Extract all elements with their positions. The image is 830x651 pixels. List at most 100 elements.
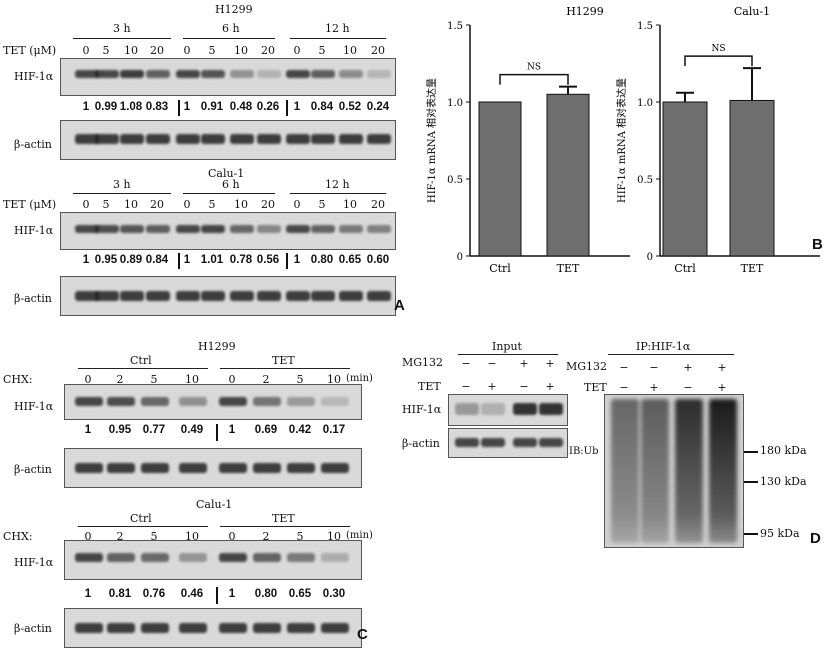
tet-label: TET	[584, 381, 607, 394]
ub-smear-lane	[675, 399, 703, 543]
time-label: 10	[185, 373, 199, 386]
y-tick-label: 0.5	[637, 175, 653, 186]
panel-c-letter: C	[357, 626, 368, 643]
y-tick-label: 1.5	[637, 21, 653, 32]
band	[339, 134, 363, 144]
band	[455, 403, 479, 415]
group-label: 12 h	[325, 178, 350, 191]
unit-label: (min)	[346, 530, 373, 541]
band	[179, 463, 207, 473]
sign: +	[717, 381, 727, 394]
bar	[662, 101, 708, 257]
panel-a-h1299-title: H1299	[215, 3, 253, 16]
time-label: 2	[262, 530, 270, 543]
actin-blot	[64, 448, 362, 488]
y-tick-label: 1.0	[447, 98, 463, 109]
quant-value: 0.80	[254, 588, 278, 600]
quant-value: 0.91	[200, 101, 224, 113]
ub-smear-lane	[709, 399, 737, 543]
sign: +	[519, 357, 529, 370]
quant-value: 0.76	[142, 588, 166, 600]
band	[107, 397, 135, 406]
quant-value: 1.08	[119, 101, 143, 113]
panel-c-h1299-title: H1299	[198, 340, 236, 353]
band	[120, 225, 144, 233]
band	[230, 70, 254, 78]
sign: +	[717, 361, 727, 374]
x-tick-label: TET	[741, 262, 764, 275]
quant-value: 0.49	[180, 424, 204, 436]
band	[253, 397, 281, 406]
hif-blot	[64, 384, 362, 420]
actin-label: β-actin	[14, 292, 52, 305]
band	[481, 403, 505, 415]
dose-label: 5	[208, 198, 216, 211]
band	[201, 134, 225, 144]
sign: −	[619, 381, 629, 394]
band	[339, 291, 363, 301]
chx-label: CHX:	[3, 373, 33, 386]
quant-value: 0.48	[229, 101, 253, 113]
band	[287, 463, 315, 473]
quant-value: 0.30	[322, 588, 346, 600]
quant-value: 0.65	[288, 588, 312, 600]
dose-label: 0	[82, 198, 90, 211]
panel-a-letter: A	[394, 297, 405, 314]
x-tick-label: Ctrl	[674, 262, 696, 275]
quant-value: 1	[228, 588, 236, 600]
time-label: 0	[84, 373, 92, 386]
band	[513, 403, 537, 415]
band	[311, 291, 335, 301]
dose-label: 20	[150, 198, 164, 211]
chx-label: CHX:	[3, 530, 33, 543]
sign: −	[461, 380, 471, 393]
band	[253, 463, 281, 473]
actin-label: β-actin	[14, 463, 52, 476]
sign: +	[545, 357, 555, 370]
band	[339, 225, 363, 233]
dose-label: 5	[318, 44, 326, 57]
band	[95, 134, 119, 144]
bar	[546, 93, 590, 257]
group-label: 3 h	[113, 178, 131, 191]
quant-value: 1	[82, 254, 90, 266]
dose-label: 20	[371, 198, 385, 211]
quant-value: 0.17	[322, 424, 346, 436]
band	[75, 463, 103, 473]
band	[201, 291, 225, 301]
actin-blot	[60, 276, 396, 316]
band	[230, 291, 254, 301]
ub-smear-blot	[604, 394, 744, 548]
band	[179, 623, 207, 633]
band	[311, 134, 335, 144]
time-label: 0	[228, 373, 236, 386]
quant-value: 1	[84, 588, 92, 600]
y-tick-label: 1.5	[447, 21, 463, 32]
dose-label: 0	[82, 44, 90, 57]
quant-value: 1	[293, 101, 301, 113]
quant-value: 0.77	[142, 424, 166, 436]
dose-label: 5	[102, 198, 110, 211]
tet-label: TET	[418, 380, 441, 393]
hif-label: HIF-1α	[14, 224, 54, 237]
panel-b-letter: B	[812, 236, 823, 253]
band	[219, 463, 247, 473]
dose-label: 5	[208, 44, 216, 57]
band	[253, 553, 281, 562]
band	[176, 70, 200, 78]
band	[141, 463, 169, 473]
band	[219, 623, 247, 633]
bar	[729, 99, 775, 257]
sign: −	[683, 381, 693, 394]
quant-value: 0.99	[94, 101, 118, 113]
band	[539, 403, 563, 415]
sign: +	[545, 380, 555, 393]
band	[120, 134, 144, 144]
dose-label: 10	[343, 198, 357, 211]
marker-180: 180 kDa	[760, 444, 807, 457]
group-label: 6 h	[222, 178, 240, 191]
quant-value: 0.52	[338, 101, 362, 113]
band	[95, 225, 119, 233]
input-title: Input	[492, 340, 522, 353]
quant-value: 0.65	[338, 254, 362, 266]
